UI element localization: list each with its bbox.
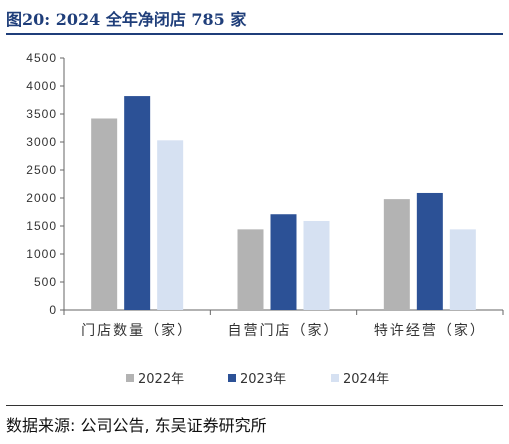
legend-label: 2024年 [343, 372, 389, 387]
x-axis: 门店数量（家） 自营门店（家） 特许经营（家） [63, 309, 504, 339]
y-tick-label: 1500 [26, 219, 57, 233]
bar [124, 96, 151, 310]
figure-title: 图20: 2024 全年净闭店 785 家 [6, 10, 247, 29]
bar [416, 192, 443, 310]
y-tick-label: 3000 [26, 135, 57, 149]
legend-label: 2023年 [240, 372, 286, 387]
y-tick-label: 2000 [26, 191, 57, 205]
bar [383, 199, 410, 310]
x-category-label: 门店数量（家） [81, 322, 193, 339]
title-rule [6, 33, 503, 35]
y-tick-label: 500 [34, 275, 57, 289]
y-axis: 0 500 1000 1500 2000 2500 3000 3500 4000 4500 [26, 51, 65, 317]
x-category-label: 特许经营（家） [374, 322, 486, 339]
bar [449, 229, 476, 310]
bar [270, 214, 297, 310]
bar [157, 140, 184, 310]
bar-chart: 0 500 1000 1500 2000 2500 3000 3500 4000 4500 门店数… [26, 51, 504, 387]
source-note: 数据来源: 公司公告, 东吴证券研究所 [6, 416, 267, 435]
bars [91, 96, 476, 310]
legend-label: 2022年 [138, 372, 184, 387]
bar [237, 229, 264, 310]
legend: 2022年 2023年 2024年 [126, 372, 389, 387]
y-tick-label: 3500 [26, 107, 57, 121]
bar [303, 220, 330, 310]
y-tick-label: 2500 [26, 163, 57, 177]
legend-swatch [331, 374, 339, 382]
y-tick-label: 1000 [26, 247, 57, 261]
x-category-label: 自营门店（家） [228, 322, 340, 339]
bar [91, 118, 118, 310]
y-tick-label: 4500 [26, 51, 57, 65]
y-tick-label: 0 [49, 303, 57, 317]
legend-swatch [228, 374, 236, 382]
source-rule [6, 405, 503, 406]
legend-swatch [126, 374, 134, 382]
y-tick-label: 4000 [26, 79, 57, 93]
